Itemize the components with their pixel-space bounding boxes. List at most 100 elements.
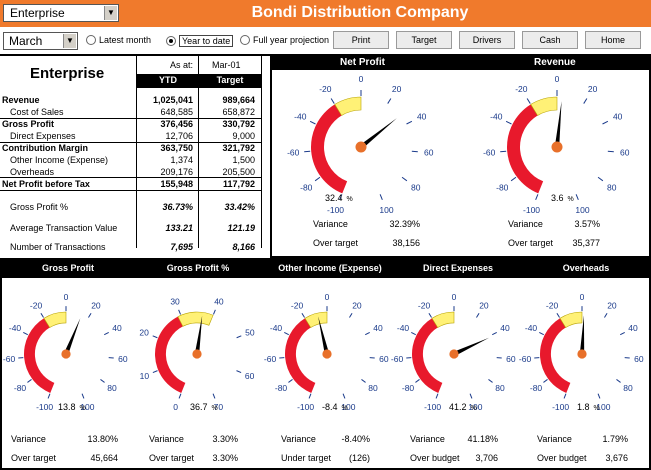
tick-mark <box>304 150 311 153</box>
tick-label: 80 <box>368 383 378 393</box>
row-label: Direct Expenses <box>10 131 76 141</box>
radio-icon[interactable] <box>86 35 96 45</box>
tick-mark <box>556 312 560 318</box>
target-value: 121.19 <box>227 223 255 233</box>
tick-mark <box>406 120 413 125</box>
gauge-yellow-zone <box>559 311 583 328</box>
tick-mark <box>387 98 392 104</box>
table-row: Other Income (Expense) 1,374 1,500 <box>0 154 268 167</box>
tick-label: -40 <box>9 323 22 333</box>
gauge-readout-unit: % <box>567 196 574 203</box>
tick-label: 60 <box>118 354 128 364</box>
tick-label: 20 <box>392 84 402 94</box>
gauge-needle <box>63 318 81 355</box>
chevron-down-icon[interactable]: ▼ <box>104 6 117 20</box>
row-label: Number of Transactions <box>10 242 106 252</box>
page-title: Bondi Distribution Company <box>251 4 469 21</box>
target-stat: Under target (126) <box>281 453 370 465</box>
gauge-readout-unit: % <box>470 405 477 412</box>
tick-mark <box>40 312 44 318</box>
tick-mark <box>288 379 293 383</box>
table-row: Contribution Margin 363,750 321,792 <box>0 142 268 155</box>
tick-mark <box>339 194 343 201</box>
tick-label: 0 <box>555 74 560 84</box>
gauge-title: Net Profit <box>340 57 385 68</box>
as-at-date: Mar-01 <box>212 60 241 70</box>
tick-label: 0 <box>173 402 178 412</box>
tick-mark <box>23 331 28 336</box>
variance-stat: Variance 13.80% <box>11 434 118 446</box>
tick-label: -60 <box>264 354 277 364</box>
tick-label: -80 <box>300 182 313 192</box>
tick-label: 40 <box>500 323 510 333</box>
tick-label: -40 <box>270 323 283 333</box>
row-label: Net Profit before Tax <box>2 179 90 189</box>
tick-label: 80 <box>495 383 505 393</box>
home-button[interactable]: Home <box>585 31 641 49</box>
ytd-value: 7,695 <box>170 242 193 252</box>
tick-mark <box>607 150 614 153</box>
month-select[interactable]: March ▼ <box>3 32 78 50</box>
tick-mark <box>212 393 216 399</box>
tick-label: -40 <box>490 111 503 121</box>
stat-value: 13.80% <box>87 434 118 444</box>
tick-mark <box>100 379 105 383</box>
row-label: Gross Profit % <box>10 202 69 212</box>
print-button[interactable]: Print <box>333 31 389 49</box>
stat-label: Under target <box>281 453 332 463</box>
drivers-button[interactable]: Drivers <box>459 31 515 49</box>
stat-value: -8.40% <box>341 434 370 444</box>
gauge-3: 0 10 20 30 40 50 60 70 <box>120 277 274 431</box>
tick-mark <box>27 379 32 383</box>
cash-button[interactable]: Cash <box>522 31 578 49</box>
gauge-readout: 41.2% <box>449 402 477 412</box>
tick-mark <box>575 194 579 201</box>
stat-value: 3.30% <box>212 453 238 463</box>
gauge-readout-value: 13.8 <box>58 402 76 412</box>
tick-mark <box>563 393 567 399</box>
tick-label: -20 <box>515 84 528 94</box>
tick-mark <box>604 312 608 318</box>
radio-icon[interactable] <box>240 35 250 45</box>
tick-label: 50 <box>245 327 255 337</box>
tick-mark <box>597 393 601 399</box>
tick-mark <box>500 150 507 153</box>
tick-mark <box>435 393 439 399</box>
target-value: 9,000 <box>232 131 255 141</box>
radio-icon[interactable] <box>166 36 176 46</box>
tick-mark <box>104 331 109 336</box>
tick-mark <box>469 393 473 399</box>
gauge-red-zone <box>412 318 443 393</box>
tick-label: 40 <box>112 323 122 333</box>
gauge-hub <box>61 349 71 359</box>
tick-label: 10 <box>140 371 150 381</box>
gauge-needle <box>318 316 330 355</box>
gauge-readout: 32.4% <box>325 193 353 203</box>
tick-label: 40 <box>628 323 638 333</box>
target-button[interactable]: Target <box>396 31 452 49</box>
gauge-title: Overheads <box>562 263 610 273</box>
radio-latest-month[interactable]: Latest month <box>86 35 151 45</box>
tick-mark <box>411 331 416 336</box>
divider <box>261 56 262 248</box>
stat-label: Over target <box>508 238 554 248</box>
target-stat: Over target 3.30% <box>149 453 238 465</box>
gauge-readout-unit: % <box>211 405 218 412</box>
gauge-readout-unit: % <box>346 196 353 203</box>
chevron-down-icon[interactable]: ▼ <box>63 34 76 48</box>
variance-stat: Variance 3.30% <box>149 434 238 446</box>
gauge-red-zone <box>155 316 186 393</box>
tick-mark <box>616 379 621 383</box>
gauge-title: Revenue <box>534 57 576 68</box>
gauge-readout-unit: % <box>341 405 348 412</box>
tick-label: -100 <box>327 205 344 215</box>
entity-select[interactable]: Enterprise ▼ <box>3 4 119 22</box>
stat-label: Variance <box>149 434 184 444</box>
tick-mark <box>88 312 92 318</box>
ytd-value: 1,374 <box>170 155 193 165</box>
radio-year-to-date[interactable]: Year to date <box>166 35 234 47</box>
target-value: 33.42% <box>224 202 255 212</box>
stat-value: 3.57% <box>574 219 600 229</box>
radio-full-year[interactable]: Full year projection <box>240 35 329 45</box>
variance-stat: Variance 32.39% <box>313 219 420 231</box>
